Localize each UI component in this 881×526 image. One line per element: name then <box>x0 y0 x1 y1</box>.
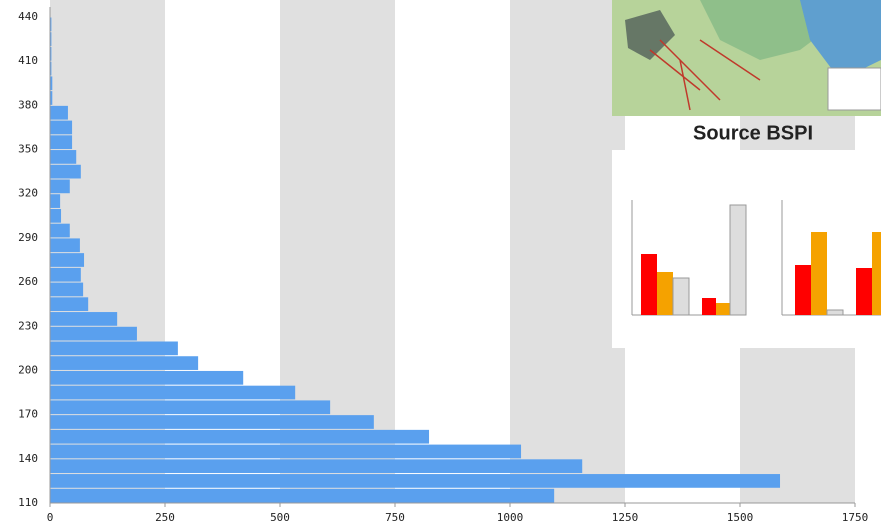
bar <box>50 150 76 164</box>
bar <box>50 283 83 297</box>
bar <box>50 386 295 400</box>
y-tick-label: 140 <box>18 452 38 465</box>
y-tick-label: 380 <box>18 98 38 111</box>
bar <box>50 238 80 252</box>
bar <box>50 459 582 473</box>
bar <box>50 268 81 282</box>
bar <box>50 165 81 179</box>
bar <box>50 327 137 341</box>
x-tick-label: 250 <box>155 511 175 524</box>
bar <box>50 445 521 459</box>
x-tick-label: 1000 <box>497 511 524 524</box>
x-tick-label: 1500 <box>727 511 754 524</box>
bar <box>50 356 198 370</box>
bar <box>50 106 68 120</box>
y-tick-label: 440 <box>18 10 38 23</box>
bar <box>50 312 117 326</box>
bar <box>50 474 780 488</box>
x-tick-label: 1750 <box>842 511 869 524</box>
chart: 0 250 500 750 1000 1250 1500 1750 110 140 170 200 23… <box>0 0 881 526</box>
bar <box>50 209 61 223</box>
thumbnail-chart <box>612 150 881 348</box>
y-tick-label: 350 <box>18 143 38 156</box>
y-tick-label: 320 <box>18 187 38 200</box>
bar <box>50 180 70 194</box>
bar <box>50 135 72 149</box>
y-tick-label: 170 <box>18 408 38 421</box>
y-tick-label: 200 <box>18 363 38 376</box>
bar <box>50 253 84 267</box>
grid-band <box>510 0 625 503</box>
bar <box>50 224 70 238</box>
y-tick-label: 410 <box>18 54 38 67</box>
bar <box>50 297 88 311</box>
y-tick-label: 260 <box>18 275 38 288</box>
y-tick-label: 110 <box>18 496 38 509</box>
bar <box>50 430 429 444</box>
x-tick-label: 750 <box>385 511 405 524</box>
map-image <box>612 0 881 116</box>
bar <box>50 489 554 503</box>
bar <box>50 371 243 385</box>
x-tick-label: 500 <box>270 511 290 524</box>
source-label: Source BSPI <box>693 122 813 144</box>
bar <box>50 121 72 135</box>
bar <box>50 415 374 429</box>
bar <box>50 400 330 414</box>
x-tick-label: 1250 <box>612 511 639 524</box>
bar <box>50 194 60 208</box>
bar <box>50 342 178 356</box>
y-tick-label: 230 <box>18 319 38 332</box>
x-tick-label: 0 <box>47 511 54 524</box>
y-tick-label: 290 <box>18 231 38 244</box>
